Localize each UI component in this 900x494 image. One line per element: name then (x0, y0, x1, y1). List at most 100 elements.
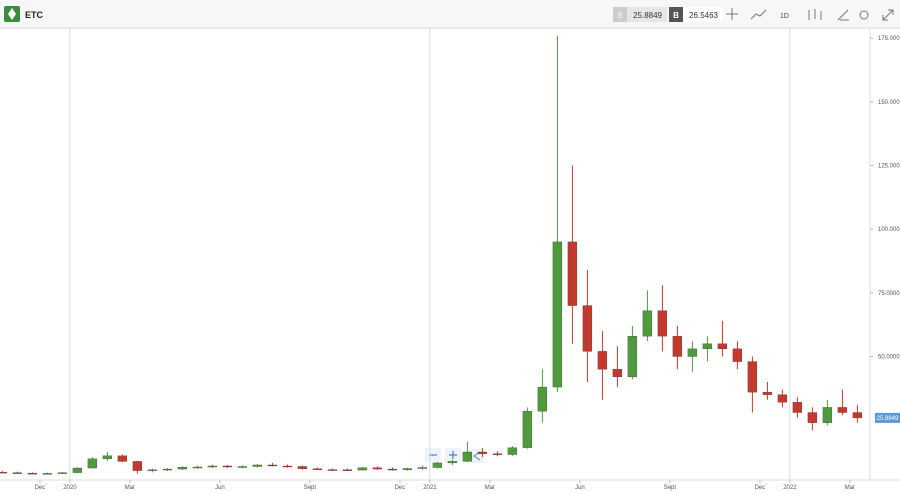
candle-body (807, 412, 818, 423)
buy-button[interactable] (669, 7, 683, 22)
candle-body (567, 241, 578, 306)
candle-body (387, 468, 398, 471)
candle-body (177, 467, 188, 470)
toolbar-icons[interactable] (726, 8, 894, 21)
fullscreen-icon[interactable] (882, 9, 894, 21)
candle-body (732, 348, 743, 362)
x-tick-label: Mar (485, 485, 495, 491)
candle-body (312, 468, 323, 470)
candle-body (852, 412, 863, 419)
candle-body (687, 348, 698, 357)
candle-body (612, 369, 623, 378)
candle-body (762, 391, 773, 395)
candle-body (492, 453, 503, 455)
candle-body (792, 402, 803, 413)
x-tick-label: 2022 (783, 485, 797, 491)
candle-body (432, 462, 443, 468)
candle-body (72, 467, 83, 473)
zoom-in-icon[interactable] (449, 451, 457, 459)
candle-body (477, 451, 488, 454)
candle-body (522, 411, 533, 448)
candle-body (162, 468, 173, 471)
candle-body (747, 361, 758, 393)
y-tick-label: 175.0000 (878, 36, 900, 42)
candle-body (627, 335, 638, 378)
y-tick-label: 150.0000 (878, 100, 900, 106)
x-tick-label: Dec (395, 485, 406, 491)
last-price-box (875, 412, 900, 423)
crosshair-icon[interactable] (726, 8, 738, 20)
toolbar (0, 0, 900, 28)
candle-body (147, 469, 158, 471)
candle-body (132, 461, 143, 471)
candle-body (447, 461, 458, 464)
candle-body (297, 466, 308, 469)
x-tick-label: Jun (215, 485, 225, 491)
buy-label[interactable]: B (673, 11, 679, 20)
candle-body (237, 466, 248, 468)
sell-price[interactable]: 25.8849 (633, 11, 662, 20)
sell-button[interactable] (613, 7, 627, 22)
y-tick-label: 100.0000 (878, 227, 900, 233)
plot (0, 28, 863, 480)
candle-body (597, 351, 608, 370)
settings-icon[interactable] (859, 10, 869, 20)
candle-body (837, 407, 848, 413)
candle-body (402, 468, 413, 470)
buy-box[interactable] (683, 7, 723, 22)
y-tick-label: 50.0000 (878, 354, 900, 360)
candle-body (117, 455, 128, 462)
candle-body (462, 451, 473, 462)
symbol: ETC (25, 10, 44, 20)
candle-body (207, 465, 218, 468)
chart-type-icon[interactable] (750, 9, 767, 20)
candle-body (267, 464, 278, 467)
x-tick-label: Dec (755, 485, 766, 491)
x-tick-label: Jun (575, 485, 585, 491)
candle-body (552, 241, 563, 388)
candle-body (507, 447, 518, 455)
candle-body (417, 467, 428, 469)
candle-body (282, 465, 293, 468)
candle-body (57, 472, 68, 474)
sell-label[interactable]: S (617, 11, 622, 20)
candle-body (717, 343, 728, 350)
x-tick-label: 2020 (63, 485, 77, 491)
x-tick-label: 2021 (423, 485, 437, 491)
candle-body (252, 464, 263, 467)
x-tick-label: Mar (125, 485, 135, 491)
interval[interactable]: 1D (780, 13, 789, 20)
candle-body (342, 469, 353, 471)
logo-icon (8, 8, 16, 20)
candle-body (672, 335, 683, 357)
candle-body (372, 467, 383, 470)
sell-box[interactable] (627, 7, 667, 22)
candle-body (357, 467, 368, 471)
draw-icon[interactable] (837, 9, 849, 21)
x-tick-label: Sept (304, 485, 317, 491)
x-tick-label: Mar (845, 485, 855, 491)
candle-body (657, 310, 668, 337)
candle-body (0, 471, 8, 474)
y-tick-label: 125.0000 (878, 164, 900, 170)
candle-body (582, 305, 593, 352)
candle-body (822, 407, 833, 423)
candle-body (12, 472, 23, 474)
x-tick-label: Sept (664, 485, 677, 491)
buy-price[interactable]: 26.5463 (689, 11, 718, 20)
candle-body (702, 343, 713, 350)
candle-body (222, 465, 233, 468)
candle-body (102, 455, 113, 460)
indicator-icon[interactable] (808, 9, 822, 20)
candle-body (777, 394, 788, 403)
last-price-label: 25.8849 (877, 416, 899, 422)
zoom-controls[interactable] (425, 448, 484, 463)
candle-body (537, 386, 548, 412)
candle-body (327, 469, 338, 471)
candle-body (192, 466, 203, 469)
x-tick-label: Dec (35, 485, 46, 491)
candle-body (642, 310, 653, 337)
candle-body (27, 472, 38, 475)
